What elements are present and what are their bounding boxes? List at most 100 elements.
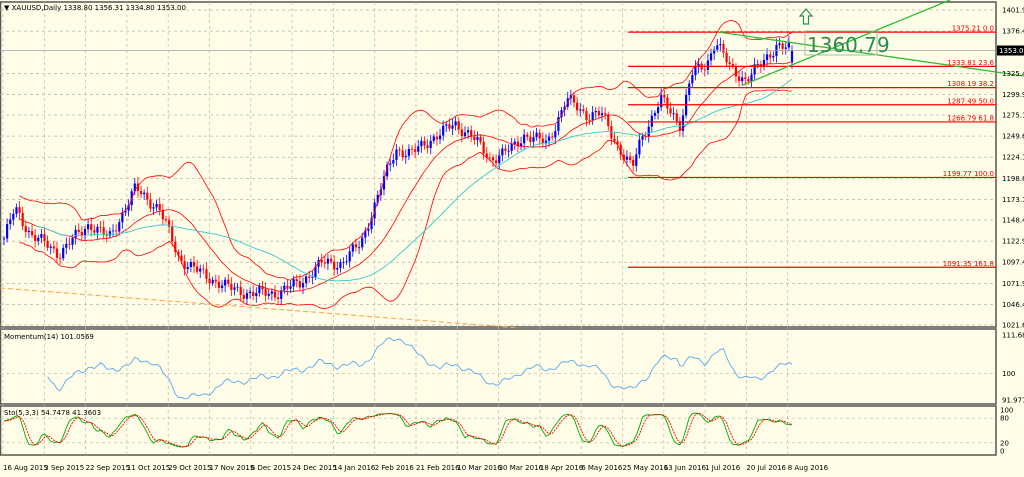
x-tick-label: 17 Nov 2015 (210, 464, 255, 472)
candle-body (756, 64, 759, 65)
candle-body (90, 224, 93, 231)
candle-body (641, 136, 644, 140)
x-tick-label: 8 Aug 2016 (788, 464, 829, 472)
candle-body (470, 130, 473, 137)
bollinger-upper-line (19, 20, 793, 281)
candle-body (731, 64, 734, 67)
x-tick-label: 13 Jun 2016 (664, 464, 707, 472)
candle-body (688, 83, 691, 95)
candle-body (541, 138, 544, 144)
candle-body (600, 113, 604, 116)
candle-body (167, 220, 171, 227)
candle-body (457, 121, 460, 130)
candle-body (230, 283, 233, 290)
candle-body (675, 113, 678, 121)
candle-body (445, 124, 448, 126)
candle-body (638, 139, 641, 155)
candle-body (336, 267, 339, 270)
candle-body (632, 159, 635, 166)
candle-body (339, 262, 342, 268)
x-tick-label: 3 Sep 2015 (44, 464, 84, 472)
candle-body (364, 230, 367, 238)
candle-body (146, 192, 149, 200)
candle-body (255, 293, 258, 297)
candle-body (382, 176, 386, 190)
candle-body (557, 117, 560, 131)
candle-body (426, 145, 429, 149)
candle-body (314, 266, 317, 278)
candle-body (133, 183, 136, 192)
candle-body (460, 129, 463, 137)
candle-body (342, 262, 345, 263)
ascending-trendline (742, 0, 951, 86)
y-tick-label: 1224.15 (1002, 154, 1024, 162)
candle-body (429, 140, 432, 149)
candle-body (650, 115, 653, 127)
candle-body (40, 234, 43, 238)
candle-body (516, 141, 520, 147)
y-tick-label: 1249.65 (1002, 133, 1024, 141)
candle-body (199, 268, 202, 272)
support-trendline (0, 287, 521, 329)
candle-body (118, 222, 121, 232)
candle-body (311, 277, 314, 278)
price-panel: 1375.21 0.0 1333.81 23.6 1308.19 38.2 1287.… (0, 0, 1024, 329)
candle-body (136, 183, 140, 192)
candle-body (744, 77, 747, 79)
candle-body (663, 95, 666, 98)
stochastic-tick-label: 80 (1000, 415, 1009, 423)
candle-body (414, 149, 417, 152)
candle-body (224, 279, 227, 286)
candle-body (361, 237, 364, 248)
candle-body (205, 269, 208, 279)
candle-body (750, 74, 753, 82)
candle-body (83, 229, 87, 236)
candle-body (728, 62, 731, 65)
candle-body (725, 52, 728, 63)
candle-body (68, 243, 71, 245)
y-tick-label: 1325.40 (1002, 70, 1024, 78)
candle-body (554, 130, 557, 138)
candle-body (27, 230, 31, 233)
candle-body (15, 207, 18, 214)
candle-body (495, 160, 498, 164)
candle-body (143, 192, 146, 195)
candle-body (591, 112, 594, 121)
candle-body (706, 60, 710, 70)
x-tick-label: 18 Apr 2016 (540, 464, 584, 472)
y-tick-label: 1021.65 (1002, 322, 1024, 330)
candle-body (510, 143, 513, 151)
candle-body (407, 148, 411, 157)
candle-body (261, 286, 264, 290)
candle-body (709, 53, 713, 61)
candle-body (55, 248, 59, 258)
candle-body (716, 45, 719, 50)
candle-body (18, 207, 21, 213)
candle-body (292, 279, 295, 287)
candle-body (283, 285, 286, 291)
y-tick-label: 1071.90 (1002, 280, 1024, 288)
candle-body (647, 126, 650, 137)
fibo-level-label: 1091.35 161.8 (943, 260, 994, 268)
candle-body (547, 136, 551, 141)
candle-body (351, 244, 354, 252)
candle-body (333, 261, 336, 270)
candle-body (585, 111, 588, 120)
candle-body (741, 77, 744, 82)
candle-body (787, 42, 790, 48)
candle-body (392, 159, 395, 164)
candle-body (71, 238, 74, 245)
candle-body (619, 144, 622, 155)
candle-body (451, 125, 454, 129)
candle-body (476, 136, 479, 141)
candle-body (485, 153, 488, 158)
momentum-tick-label: 91.9778 (1002, 397, 1024, 405)
x-tick-label: 20 Jul 2016 (746, 464, 786, 472)
candle-body (357, 247, 361, 249)
candle-body (171, 226, 174, 242)
candle-body (588, 119, 591, 121)
momentum-tick-label: 111.687 (1002, 332, 1024, 340)
candle-body (161, 209, 164, 220)
y-tick-label: 1401.90 (1002, 7, 1024, 15)
candle-body (691, 75, 694, 84)
